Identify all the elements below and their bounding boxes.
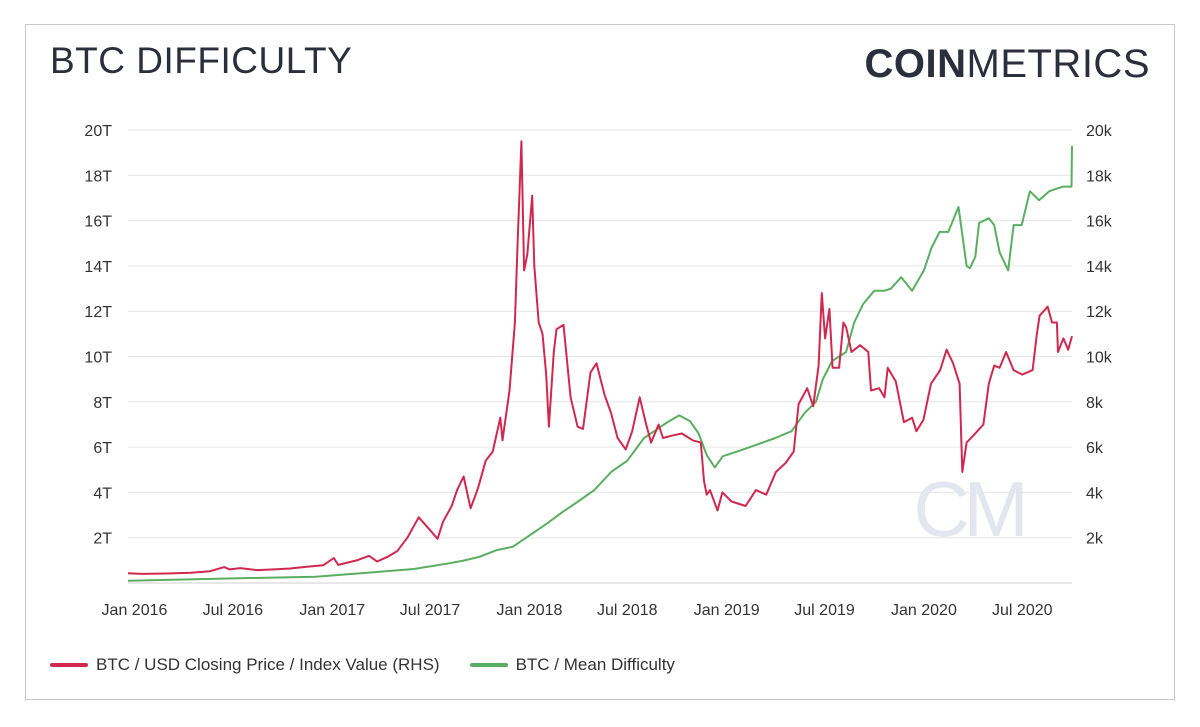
y-left-tick-label: 20T xyxy=(84,123,112,140)
x-tick-label: Jan 2020 xyxy=(891,602,957,619)
y-axis-left-ticks: 2T 4T 6T 8T 10T 12T 14T 16T 18T 20T xyxy=(84,123,112,548)
series-lines xyxy=(127,140,1073,582)
y-right-tick-label: 12k xyxy=(1086,304,1113,321)
y-left-tick-label: 12T xyxy=(84,304,112,321)
y-right-tick-label: 10k xyxy=(1086,350,1113,367)
y-left-tick-label: 8T xyxy=(93,395,112,412)
legend-item-difficulty[interactable]: BTC / Mean Difficulty xyxy=(469,655,675,675)
y-right-tick-label: 20k xyxy=(1086,123,1113,140)
x-tick-label: Jan 2018 xyxy=(497,602,563,619)
legend-swatch-price xyxy=(50,663,88,667)
y-right-tick-label: 14k xyxy=(1086,259,1113,276)
difficulty-series-line xyxy=(127,145,1073,582)
y-left-tick-label: 4T xyxy=(93,485,112,502)
y-right-tick-label: 16k xyxy=(1086,214,1113,231)
y-right-tick-label: 6k xyxy=(1086,440,1104,457)
y-right-tick-label: 8k xyxy=(1086,395,1104,412)
x-tick-label: Jul 2017 xyxy=(400,602,461,619)
gridlines xyxy=(128,129,1072,584)
logo-bold-text: COIN xyxy=(864,42,967,86)
y-left-tick-label: 10T xyxy=(84,350,112,367)
legend-label-difficulty: BTC / Mean Difficulty xyxy=(515,655,675,674)
x-tick-label: Jan 2016 xyxy=(102,602,168,619)
x-tick-label: Jan 2019 xyxy=(694,602,760,619)
brand-logo: COINMETRICS xyxy=(865,42,1151,87)
legend-swatch-difficulty xyxy=(469,663,508,667)
x-tick-label: Jan 2017 xyxy=(299,602,365,619)
x-tick-label: Jul 2020 xyxy=(992,602,1053,619)
y-left-tick-label: 2T xyxy=(93,531,112,548)
x-tick-label: Jul 2016 xyxy=(203,602,264,619)
y-left-tick-label: 14T xyxy=(84,259,112,276)
page-title: BTC DIFFICULTY xyxy=(50,40,353,81)
chart-frame xyxy=(25,24,1175,700)
legend-item-price[interactable]: BTC / USD Closing Price / Index Value (R… xyxy=(50,655,440,675)
watermark-text: CM xyxy=(913,465,1022,553)
y-left-tick-label: 16T xyxy=(84,214,112,231)
logo-light-text: METRICS xyxy=(966,42,1150,86)
y-left-tick-label: 18T xyxy=(84,168,112,185)
x-axis-ticks: Jan 2016 Jul 2016 Jan 2017 Jul 2017 Jan 2018… xyxy=(102,602,1053,619)
x-tick-label: Jul 2019 xyxy=(794,602,855,619)
y-axis-right-ticks: 2k 4k 6k 8k 10k 12k 14k 16k 18k 20k xyxy=(1086,123,1113,548)
price-series-line xyxy=(127,140,1073,575)
y-right-tick-label: 18k xyxy=(1086,168,1113,185)
watermark-logo: CM xyxy=(913,465,1028,553)
legend-label-price: BTC / USD Closing Price / Index Value (R… xyxy=(96,655,440,674)
y-right-tick-label: 4k xyxy=(1086,485,1104,502)
x-tick-label: Jul 2018 xyxy=(597,602,658,619)
y-right-tick-label: 2k xyxy=(1086,531,1104,548)
y-left-tick-label: 6T xyxy=(93,440,112,457)
legend: BTC / USD Closing Price / Index Value (R… xyxy=(50,655,675,675)
